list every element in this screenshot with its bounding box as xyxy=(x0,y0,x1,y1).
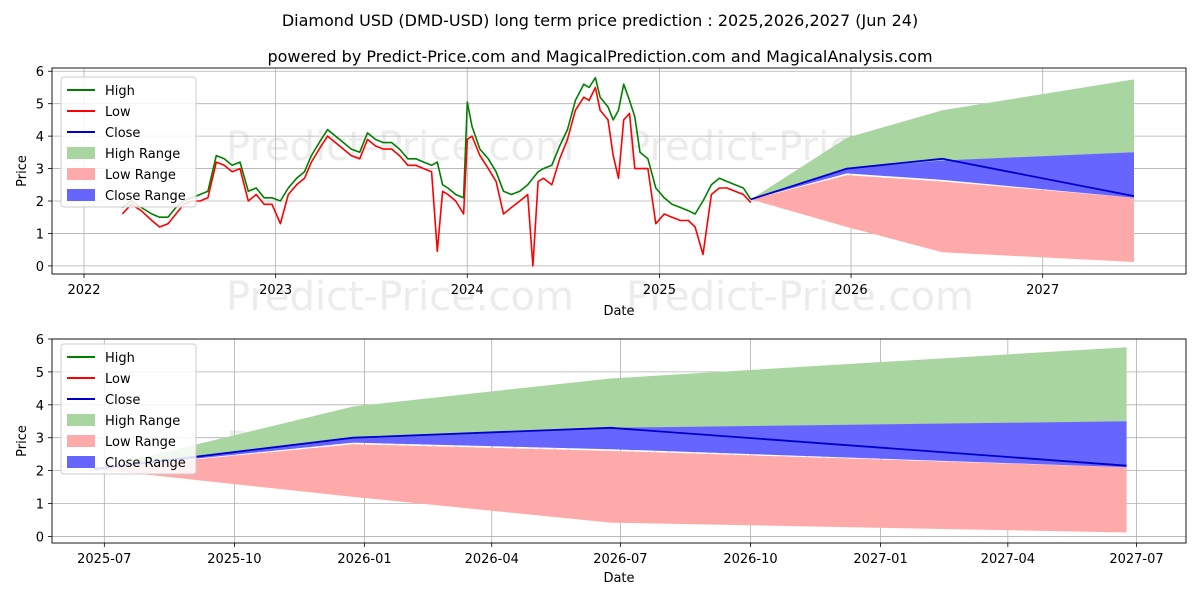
legend-label: High Range xyxy=(105,414,180,429)
chart-title: Diamond USD (DMD-USD) long term price pr… xyxy=(282,11,918,30)
legend: High Low Close High Range Low Range Close Ran… xyxy=(60,76,197,208)
legend-label: Close xyxy=(105,393,140,408)
x-tick-label: 2026-10 xyxy=(723,552,777,567)
legend-label: Low xyxy=(105,372,131,387)
y-tick-label: 5 xyxy=(36,366,44,381)
low-range-band xyxy=(750,175,1134,262)
x-tick-label: 2026-04 xyxy=(465,552,519,567)
low-series-line xyxy=(121,86,752,267)
legend: High Low Close High Range Low Range Close Ran… xyxy=(60,343,197,475)
y-axis-label: Price xyxy=(15,155,30,187)
y-tick-label: 1 xyxy=(36,227,44,242)
x-tick-label: 2027-04 xyxy=(981,552,1035,567)
y-tick-label: 0 xyxy=(36,260,44,275)
x-tick-label: 2025 xyxy=(643,283,676,298)
legend-label: High Range xyxy=(105,147,180,162)
high-series-line xyxy=(121,76,752,218)
x-tick-label: 2027 xyxy=(1026,283,1059,298)
legend-label: Low xyxy=(105,105,131,120)
x-axis-label: Date xyxy=(603,304,634,319)
y-tick-label: 2 xyxy=(36,465,44,480)
x-axis-label: Date xyxy=(603,571,634,586)
y-tick-label: 5 xyxy=(36,98,44,113)
legend-swatch xyxy=(67,456,95,468)
legend-label: High xyxy=(105,351,135,366)
legend-swatch xyxy=(67,435,95,447)
legend-label: Close xyxy=(105,126,140,141)
legend-swatch xyxy=(67,168,95,180)
close-range-band xyxy=(94,421,1127,469)
y-tick-label: 6 xyxy=(36,65,44,80)
top-panel: Predict-Price.com Predict-Price.com Predic… xyxy=(15,65,1187,320)
legend-label: Low Range xyxy=(105,168,176,183)
chart-subtitle: powered by Predict-Price.com and Magical… xyxy=(267,47,932,66)
y-tick-label: 6 xyxy=(36,333,44,348)
legend-swatch xyxy=(67,189,95,201)
legend-label: Close Range xyxy=(105,189,186,204)
close-range-band xyxy=(750,152,1134,200)
plot-frame xyxy=(51,338,1187,544)
close-series-line xyxy=(750,157,1135,201)
watermark-text: Predict-Price.com xyxy=(626,274,974,320)
legend-label: Close Range xyxy=(105,456,186,471)
watermark-text: Predict-Price.com xyxy=(226,124,574,170)
low-range-band xyxy=(94,444,1127,533)
y-tick-label: 3 xyxy=(36,163,44,178)
x-tick-label: 2024 xyxy=(451,283,484,298)
x-tick-label: 2023 xyxy=(259,283,292,298)
x-tick-label: 2025-10 xyxy=(207,552,261,567)
bottom-panel: Predict-Price.comPredict-Price.com2025-0… xyxy=(15,333,1187,586)
x-tick-label: 2026 xyxy=(835,283,868,298)
x-tick-label: 2027-01 xyxy=(853,552,907,567)
legend-swatch xyxy=(67,414,95,426)
watermark-text: Predict-Price.com xyxy=(226,274,574,320)
legend-label: Low Range xyxy=(105,435,176,450)
x-tick-label: 2022 xyxy=(67,283,100,298)
y-tick-label: 4 xyxy=(36,399,44,414)
x-tick-label: 2026-07 xyxy=(593,552,647,567)
x-tick-label: 2025-07 xyxy=(77,552,131,567)
y-tick-label: 2 xyxy=(36,195,44,210)
close-series-line xyxy=(94,426,1127,470)
y-tick-label: 3 xyxy=(36,432,44,447)
legend-label: High xyxy=(105,84,135,99)
y-tick-label: 0 xyxy=(36,530,44,545)
x-tick-label: 2027-07 xyxy=(1109,552,1163,567)
plot-frame xyxy=(51,67,1187,275)
y-axis-label: Price xyxy=(15,425,30,457)
legend-swatch xyxy=(67,147,95,159)
y-tick-label: 4 xyxy=(36,130,44,145)
y-tick-label: 1 xyxy=(36,498,44,513)
x-tick-label: 2026-01 xyxy=(337,552,391,567)
